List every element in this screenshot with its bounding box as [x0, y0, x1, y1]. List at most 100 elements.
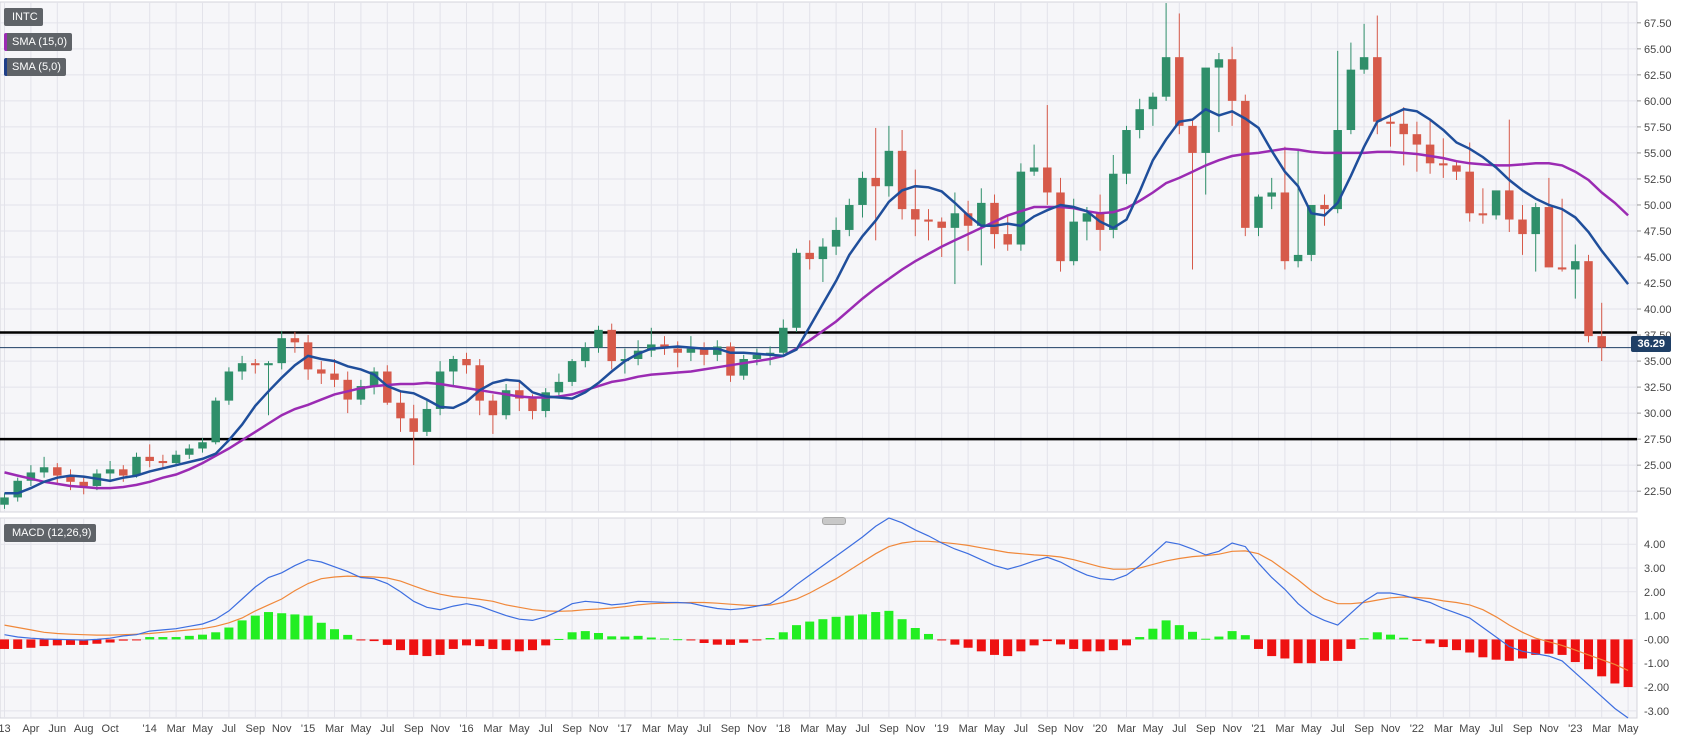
candle-body — [726, 346, 735, 376]
time-tick-label: Jul — [1489, 723, 1503, 735]
time-tick-label: Mar — [1275, 723, 1294, 735]
time-tick-label: Nov — [906, 723, 926, 735]
macd-histogram-bar — [369, 639, 379, 642]
macd-histogram-bar — [594, 633, 603, 640]
candle-body — [277, 338, 286, 364]
macd-histogram-bar — [435, 639, 445, 655]
macd-histogram-bar — [1122, 639, 1131, 646]
candle-body — [937, 221, 946, 228]
macd-histogram-bar — [1135, 637, 1145, 640]
time-tick-label: Sep — [246, 723, 266, 735]
macd-histogram-bar — [1016, 639, 1026, 652]
macd-histogram-bar — [1280, 639, 1290, 659]
time-tick-label: Jun — [48, 723, 66, 735]
macd-tick-label: -3.00 — [1644, 706, 1669, 718]
candle-body — [1254, 196, 1263, 228]
time-tick-label: '23 — [1568, 723, 1582, 735]
macd-legend[interactable]: MACD (12,26,9) — [4, 524, 97, 542]
candle-body — [752, 354, 762, 359]
macd-histogram-bar — [501, 639, 511, 651]
macd-histogram-bar — [316, 622, 326, 640]
candle-body — [1148, 96, 1158, 110]
time-tick-label: Nov — [272, 723, 292, 735]
time-tick-label: Nov — [1222, 723, 1242, 735]
macd-histogram-bar — [1346, 639, 1356, 649]
macd-histogram-bar — [1386, 634, 1395, 640]
macd-histogram-bar — [818, 619, 828, 640]
macd-histogram-bar — [1188, 631, 1197, 640]
time-tick-label: Sep — [879, 723, 899, 735]
macd-histogram-bar — [396, 639, 405, 651]
macd-histogram-bar — [198, 634, 207, 640]
candle-body — [1425, 144, 1435, 164]
candle-body — [963, 213, 973, 226]
candle-body — [1333, 130, 1342, 210]
macd-histogram-bar — [924, 633, 933, 640]
macd-histogram-bar — [620, 636, 630, 640]
macd-histogram-bar — [660, 638, 669, 640]
macd-histogram-bar — [844, 615, 854, 640]
time-tick-label: 13 — [0, 723, 11, 735]
macd-histogram-bar — [1240, 635, 1250, 640]
macd-histogram-bar — [1254, 639, 1263, 649]
candle-body — [1544, 207, 1554, 268]
candle-body — [792, 252, 801, 328]
macd-histogram-bar — [541, 639, 551, 646]
macd-histogram-bar — [884, 610, 894, 640]
macd-histogram-bar — [1610, 639, 1620, 684]
candle-body — [1082, 213, 1092, 222]
candle-body — [198, 442, 207, 449]
candle-body — [1161, 57, 1171, 97]
time-tick-label: Sep — [721, 723, 741, 735]
macd-histogram-bar — [237, 620, 247, 640]
symbol-label[interactable]: INTC — [4, 8, 43, 26]
candle-body — [1557, 267, 1567, 270]
candle-body — [739, 359, 748, 376]
time-tick-label: Nov — [430, 723, 450, 735]
sma15-line — [4, 147, 1629, 490]
candle-body — [488, 400, 498, 416]
candle-body — [673, 348, 682, 353]
candle-body — [567, 361, 577, 382]
axis-labels[interactable]: 22.5025.0027.5030.0032.5035.0037.5040.00… — [0, 18, 1672, 735]
macd-histogram-bar — [1465, 639, 1475, 653]
candle-body — [237, 363, 247, 372]
macd-histogram-bar — [1095, 639, 1105, 652]
candle-body — [1135, 109, 1144, 131]
time-tick-label: Jul — [1172, 723, 1186, 735]
macd-histogram-bar — [646, 637, 656, 640]
macd-histogram-bar — [990, 639, 999, 655]
panel-resize-handle[interactable] — [822, 517, 846, 525]
time-tick-label: '19 — [935, 723, 949, 735]
macd-histogram-bar — [963, 639, 973, 648]
candle-body — [105, 469, 115, 474]
price-tick-label: 47.50 — [1644, 226, 1672, 238]
macd-histogram-bar — [462, 639, 471, 646]
time-tick-label: Oct — [102, 723, 119, 735]
candle-body — [1003, 234, 1012, 245]
candle-body — [1241, 100, 1250, 228]
time-tick-label: '21 — [1251, 723, 1265, 735]
candle-body — [554, 381, 564, 393]
time-tick-label: Jul — [1331, 723, 1345, 735]
candle-body — [858, 177, 867, 205]
candle-body — [1597, 336, 1606, 348]
sma15-legend[interactable]: SMA (15,0) — [4, 33, 73, 51]
candle-body — [1584, 261, 1593, 337]
sma5-legend[interactable]: SMA (5,0) — [4, 58, 66, 76]
macd-histogram-bar — [1148, 628, 1158, 640]
macd-histogram-bar — [1531, 639, 1541, 655]
candle-body — [1531, 207, 1540, 235]
candle-body — [1175, 57, 1184, 126]
candle-body — [699, 348, 709, 355]
macd-histogram-bar — [1557, 639, 1567, 655]
candle-body — [39, 467, 49, 473]
time-tick-label: Mar — [1117, 723, 1136, 735]
price-tick-label: 27.50 — [1644, 434, 1672, 446]
candle-body — [818, 246, 828, 260]
macd-histogram-bar — [699, 639, 709, 643]
candle-body — [343, 379, 352, 400]
time-tick-label: '16 — [459, 723, 473, 735]
price-tick-label: 22.50 — [1644, 486, 1672, 498]
candle-body — [79, 481, 88, 486]
